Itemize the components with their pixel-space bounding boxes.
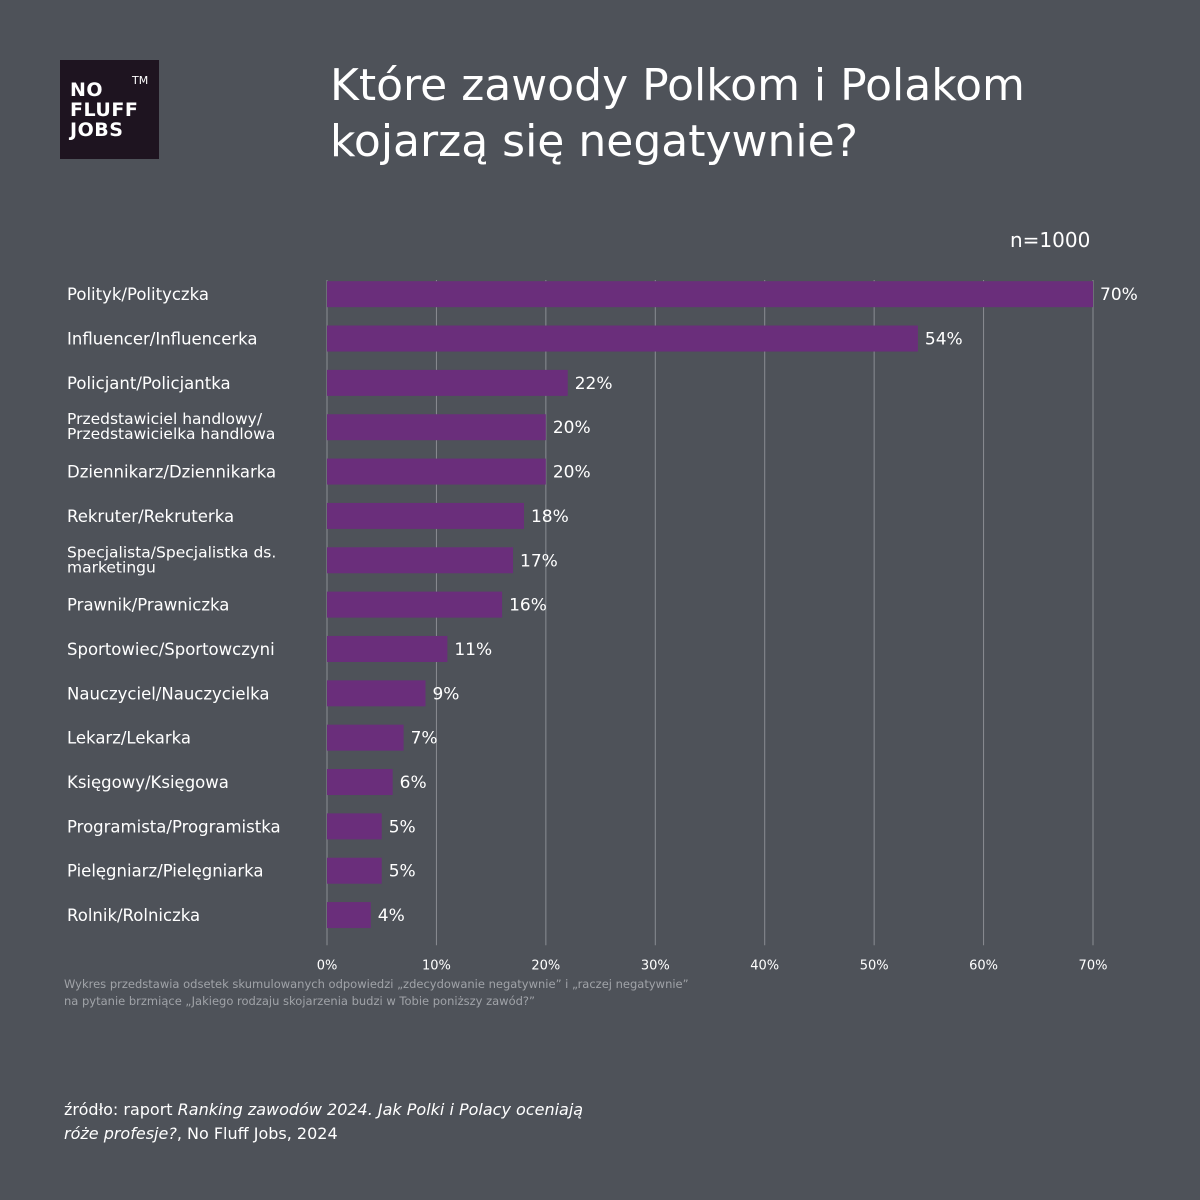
logo-line-3: JOBS (70, 119, 124, 141)
source-prefix: źródło: raport (64, 1100, 178, 1119)
bar (327, 680, 426, 707)
category-label: Rolnik/Rolniczka (67, 906, 200, 925)
bar (327, 547, 514, 574)
no-fluff-jobs-logo: NO FLUFF JOBS TM (60, 60, 159, 159)
source-title-1: Ranking zawodów 2024. Jak Polki i Polacy… (177, 1100, 584, 1119)
bar-value-label: 70% (1100, 285, 1138, 305)
bar-value-label: 17% (520, 551, 558, 571)
x-tick-label: 50% (860, 958, 889, 973)
bar-value-label: 7% (411, 729, 438, 749)
bar (327, 414, 546, 441)
x-tick-label: 60% (969, 958, 998, 973)
x-tick-label: 0% (317, 958, 338, 973)
category-label: Lekarz/Lekarka (67, 729, 191, 748)
sample-size: n=1000 (1010, 228, 1091, 252)
category-label: Dziennikarz/Dziennikarka (67, 463, 276, 482)
x-tick-label: 40% (750, 958, 779, 973)
bar (327, 857, 382, 884)
category-label: Specjalista/Specjalistka ds. (67, 543, 276, 561)
bar (327, 325, 918, 352)
bar (327, 502, 524, 529)
category-label: Sportowiec/Sportowczyni (67, 640, 275, 659)
bar-value-label: 16% (509, 596, 547, 616)
source-citation: źródło: raport Ranking zawodów 2024. Jak… (64, 1098, 583, 1146)
bar-value-label: 20% (553, 418, 591, 438)
logo-line-2: FLUFF (70, 99, 139, 121)
bar (327, 724, 404, 751)
category-label: Przedstawiciel handlowy/ (67, 410, 263, 428)
source-title-2: róże profesje? (64, 1124, 177, 1143)
source-suffix: , No Fluff Jobs, 2024 (176, 1124, 338, 1143)
bar (327, 813, 382, 840)
logo-trademark: TM (132, 74, 149, 87)
category-label: Przedstawicielka handlowa (67, 425, 275, 443)
bar-value-label: 11% (454, 640, 492, 660)
category-label: marketingu (67, 558, 156, 576)
page-title: Które zawody Polkom i Polakom kojarzą si… (330, 58, 1025, 170)
title-line-1: Które zawody Polkom i Polakom (330, 60, 1025, 111)
x-tick-label: 70% (1079, 958, 1108, 973)
category-label: Rekruter/Rekruterka (67, 507, 234, 526)
bar-value-label: 22% (575, 374, 613, 394)
bar (327, 902, 371, 929)
bar-value-label: 20% (553, 463, 591, 483)
footnote-line-2: na pytanie brzmiące „Jakiego rodzaju sko… (64, 994, 535, 1008)
category-label: Księgowy/Księgowa (67, 773, 229, 792)
bar-value-label: 4% (378, 906, 405, 926)
bar-value-label: 5% (389, 817, 416, 837)
bar-value-label: 18% (531, 507, 569, 527)
bar (327, 635, 448, 662)
x-tick-label: 30% (641, 958, 670, 973)
category-label: Pielęgniarz/Pielęgniarka (67, 862, 264, 881)
x-tick-label: 10% (422, 958, 451, 973)
bar-value-label: 54% (925, 330, 963, 350)
title-line-2: kojarzą się negatywnie? (330, 116, 859, 167)
bar (327, 591, 503, 618)
bar (327, 769, 393, 796)
footnote-line-1: Wykres przedstawia odsetek skumulowanych… (64, 977, 689, 991)
chart-footnote: Wykres przedstawia odsetek skumulowanych… (64, 976, 689, 1010)
category-label: Polityk/Polityczka (67, 285, 209, 304)
bar (327, 369, 568, 396)
category-label: Programista/Programistka (67, 817, 281, 836)
bar-value-label: 5% (389, 862, 416, 882)
category-label: Influencer/Influencerka (67, 330, 258, 349)
x-tick-label: 20% (531, 958, 560, 973)
bar (327, 281, 1093, 308)
category-label: Prawnik/Prawniczka (67, 596, 229, 615)
category-label: Nauczyciel/Nauczycielka (67, 684, 270, 703)
bar-value-label: 6% (400, 773, 427, 793)
category-label: Policjant/Policjantka (67, 374, 231, 393)
logo-line-1: NO (70, 79, 104, 101)
bar-value-label: 9% (432, 684, 459, 704)
bar (327, 458, 546, 485)
